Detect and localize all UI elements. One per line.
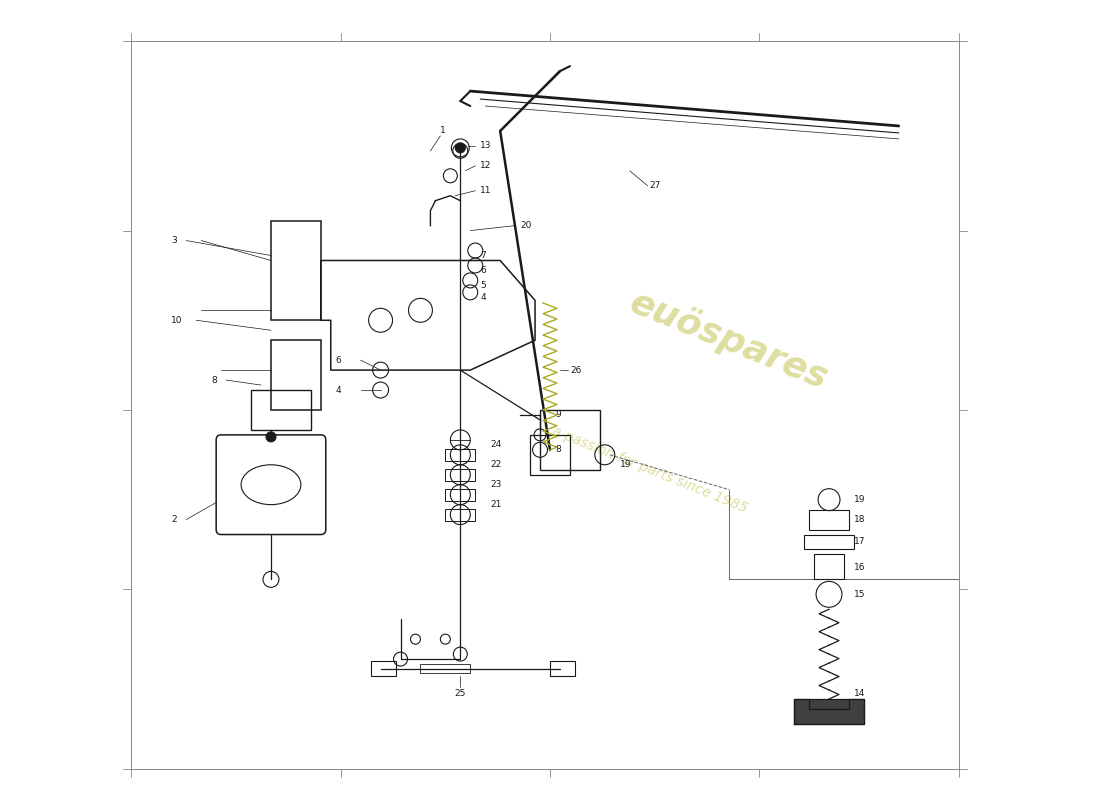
Text: 3: 3 — [172, 236, 177, 245]
Text: 12: 12 — [481, 162, 492, 170]
Circle shape — [266, 432, 276, 442]
Text: 23: 23 — [491, 480, 502, 490]
Text: 8: 8 — [556, 446, 561, 454]
Text: 8: 8 — [211, 375, 217, 385]
Bar — [530, 435, 570, 474]
Text: 1: 1 — [440, 126, 447, 135]
Text: 11: 11 — [481, 186, 492, 195]
Text: 25: 25 — [454, 690, 466, 698]
Bar — [420, 664, 471, 673]
Text: 6: 6 — [481, 266, 486, 275]
Bar — [446, 449, 475, 461]
Bar — [446, 489, 475, 501]
Bar — [271, 340, 321, 410]
Bar — [550, 661, 575, 676]
Bar — [251, 390, 311, 430]
Bar — [794, 699, 864, 724]
Text: 4: 4 — [336, 386, 341, 394]
Circle shape — [455, 143, 465, 153]
Text: 6: 6 — [336, 356, 341, 365]
Text: 9: 9 — [556, 410, 561, 419]
Bar — [446, 509, 475, 521]
Text: 19: 19 — [619, 460, 631, 470]
Text: a passion for parts since 1985: a passion for parts since 1985 — [550, 424, 749, 515]
Bar — [540, 410, 600, 470]
Text: euöspares: euöspares — [625, 285, 834, 396]
Text: 14: 14 — [854, 690, 866, 698]
Bar — [810, 510, 849, 530]
Text: 15: 15 — [854, 590, 866, 599]
Bar — [804, 534, 854, 550]
Bar — [132, 42, 958, 769]
Text: 20: 20 — [520, 221, 531, 230]
Text: 10: 10 — [172, 316, 183, 325]
Bar — [271, 221, 321, 320]
Bar — [794, 699, 864, 724]
Text: 21: 21 — [491, 500, 502, 509]
Bar — [446, 469, 475, 481]
Text: 19: 19 — [854, 495, 866, 504]
Text: 4: 4 — [481, 293, 486, 302]
Bar — [814, 554, 844, 579]
Ellipse shape — [241, 465, 301, 505]
Text: 26: 26 — [570, 366, 581, 374]
Text: 5: 5 — [481, 281, 486, 290]
Text: 24: 24 — [491, 440, 502, 450]
FancyBboxPatch shape — [217, 435, 326, 534]
Bar — [821, 590, 837, 599]
Bar — [371, 661, 396, 676]
Text: 13: 13 — [481, 142, 492, 150]
Text: 18: 18 — [854, 515, 866, 524]
Text: 2: 2 — [172, 515, 177, 524]
Text: 27: 27 — [650, 182, 661, 190]
Text: 7: 7 — [481, 251, 486, 260]
Text: 17: 17 — [854, 537, 866, 546]
Text: 16: 16 — [854, 563, 866, 572]
Text: 22: 22 — [491, 460, 502, 470]
